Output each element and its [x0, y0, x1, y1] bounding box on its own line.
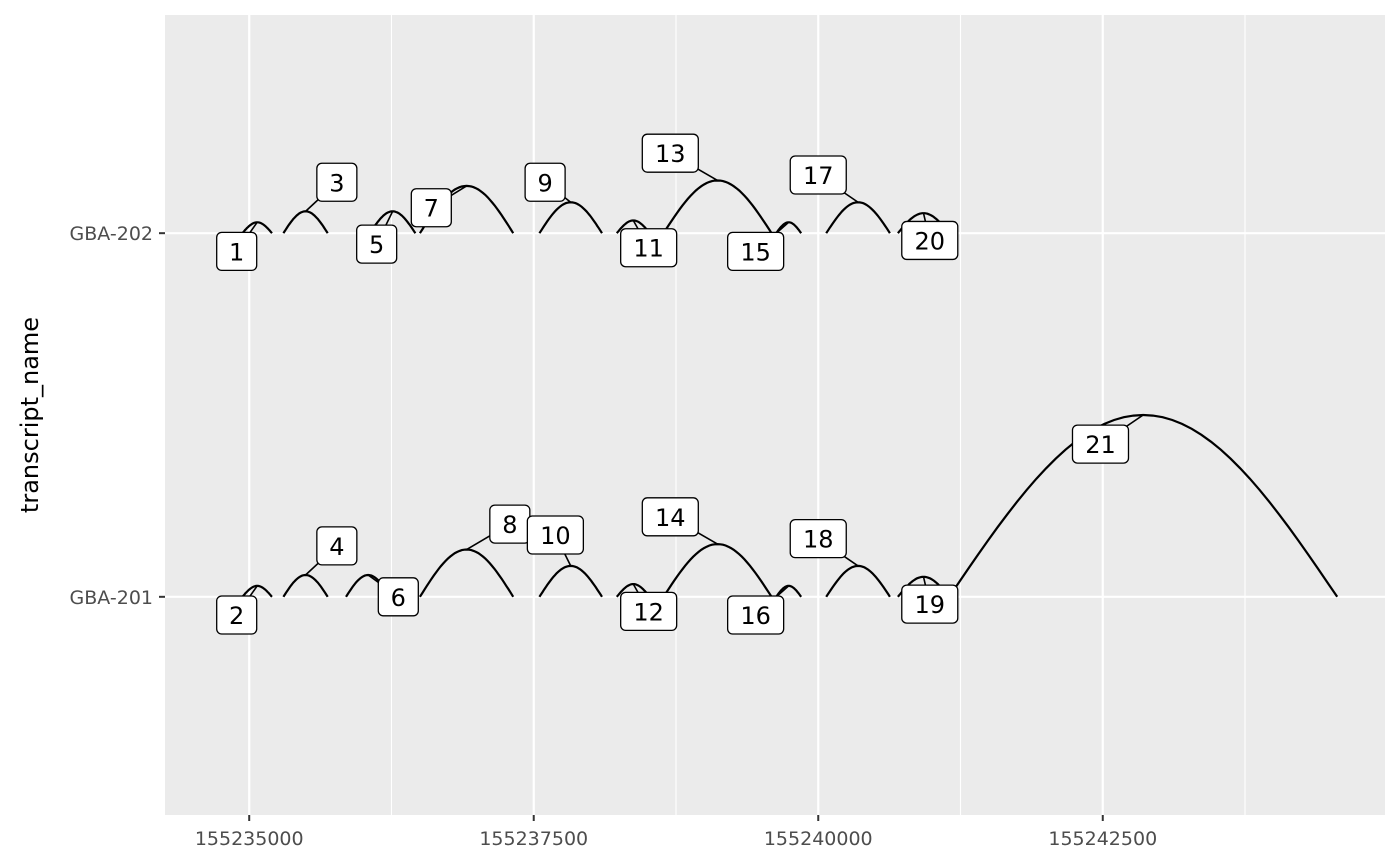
junction-arc-9: [538, 201, 603, 234]
junction-label-1: 1: [229, 238, 244, 266]
junction-label-box-16: [727, 595, 785, 635]
junction-label-8: 8: [502, 511, 517, 539]
junction-arc-16: [775, 584, 803, 598]
junction-label-20: 20: [915, 227, 946, 255]
y-tick-label: GBA-202: [70, 223, 153, 245]
junction-arc-2: [241, 584, 273, 598]
junction-label-16: 16: [740, 602, 771, 630]
junction-label-box-4: [316, 526, 358, 566]
junction-label-box-15: [727, 231, 785, 272]
junction-label-box-14: [641, 497, 699, 537]
junction-label-box-3: [316, 162, 358, 202]
junction-label-box-7: [410, 188, 452, 228]
junction-label-13: 13: [655, 140, 686, 168]
junction-label-17: 17: [803, 162, 834, 190]
junction-arc-18: [825, 564, 891, 598]
junction-label-19: 19: [915, 591, 946, 619]
junction-label-box-19: [901, 584, 959, 624]
junction-label-box-5: [356, 224, 398, 264]
y-axis-title: transcript_name: [16, 317, 44, 513]
junction-label-box-21: [1071, 424, 1130, 464]
junction-label-box-20: [901, 220, 959, 261]
plot-panel: [165, 15, 1385, 815]
junction-label-box-6: [377, 577, 419, 617]
junction-label-6: 6: [391, 584, 406, 612]
junction-label-15: 15: [740, 238, 771, 266]
junction-label-box-9: [524, 162, 566, 202]
x-tick-label: 155235000: [195, 828, 304, 850]
junction-arc-17: [825, 201, 891, 234]
junction-label-5: 5: [369, 231, 384, 259]
junction-label-21: 21: [1085, 431, 1116, 459]
junction-label-box-17: [789, 155, 847, 195]
x-tick-label: 155240000: [764, 828, 873, 850]
junction-label-2: 2: [229, 602, 244, 630]
junction-label-9: 9: [537, 169, 552, 197]
junction-label-12: 12: [633, 598, 664, 626]
junction-label-10: 10: [540, 522, 571, 550]
y-axis: GBA-201 GBA-202: [70, 223, 165, 609]
y-tick-label: GBA-201: [70, 587, 153, 609]
junction-label-box-12: [620, 591, 678, 632]
junction-arc-21: [948, 413, 1339, 598]
junction-label-box-1: [216, 231, 258, 272]
x-tick-label: 155237500: [479, 828, 588, 850]
x-tick-label: 155242500: [1048, 828, 1157, 850]
junction-label-box-2: [216, 595, 258, 635]
junction-label-box-13: [641, 133, 699, 173]
x-axis: 155235000 155237500 155240000 155242500: [195, 815, 1157, 850]
junction-label-box-18: [789, 518, 847, 559]
junction-label-box-10: [526, 515, 585, 555]
junction-arc-15: [775, 221, 803, 234]
junction-label-14: 14: [655, 504, 686, 532]
junction-label-18: 18: [803, 526, 834, 554]
junction-label-4: 4: [329, 533, 344, 561]
junction-label-11: 11: [633, 235, 664, 263]
junction-label-7: 7: [424, 195, 439, 223]
junction-label-3: 3: [329, 169, 344, 197]
junction-label-box-11: [620, 228, 678, 268]
